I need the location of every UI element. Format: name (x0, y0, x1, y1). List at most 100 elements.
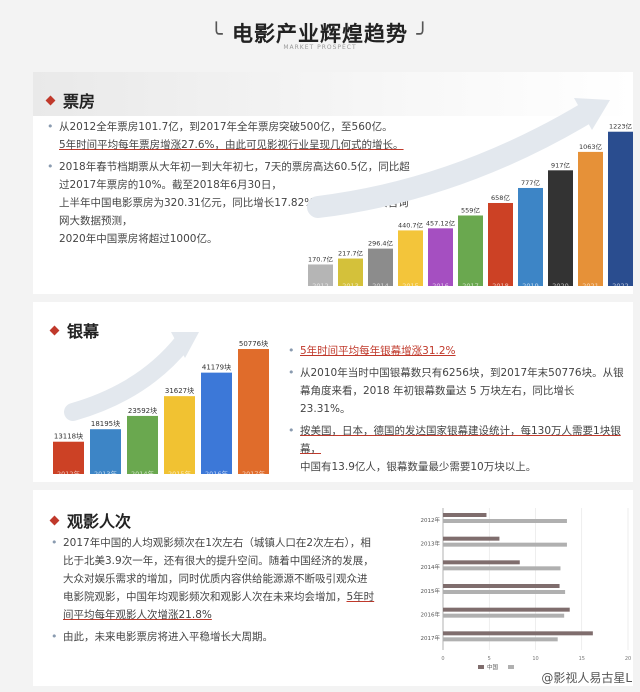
bar (443, 631, 593, 636)
data-label: 170.7亿 (308, 254, 334, 263)
tick-label: 2014 (372, 282, 389, 290)
tick-label: 2016 (432, 282, 449, 290)
bar (608, 131, 633, 286)
tick-label: 2016年 (205, 469, 229, 478)
data-label: 50776块 (239, 339, 268, 348)
bar (308, 264, 333, 286)
tick-label: 20 (625, 656, 631, 662)
viewers-panel: 观影人次 2017年中国的人均观影频次在1次左右（城镇人口在2次左右），相比于北… (33, 490, 633, 686)
bar (443, 584, 560, 588)
data-label: 559亿 (461, 205, 480, 214)
bar (488, 202, 513, 286)
list-item: 按美国，日本，德国的发达国家银幕建设统计，每130万人需要1块银幕，中国有13.… (288, 422, 626, 476)
tick-label: 2015年 (421, 587, 441, 595)
viewers-title: 观影人次 (49, 508, 131, 532)
tick-label: 10 (532, 656, 538, 662)
tick-label: 2012年 (421, 516, 441, 524)
bar (443, 607, 570, 612)
page-title: ╰ 电影产业辉煌趋势 ╯ (210, 22, 430, 46)
bar (368, 248, 393, 286)
bar (164, 396, 195, 474)
box-office-chart: 170.7亿 2012 217.7亿 2013 296.4亿 2014 440.7亿 2015… (307, 98, 633, 290)
data-label: 658亿 (491, 193, 510, 202)
tick-label: 2017 (462, 282, 479, 290)
bar (443, 542, 567, 547)
trend-arrow (307, 101, 599, 218)
bar (518, 187, 543, 286)
bar (338, 258, 363, 286)
list-item: 由此，未来电影票房将进入平稳增长大周期。 (51, 628, 376, 646)
diamond-icon (45, 95, 56, 106)
legend-swatch (478, 665, 484, 669)
page-subtitle: MARKET PROSPECT (283, 44, 357, 51)
bar (443, 590, 566, 594)
list-item: 从2010年当时中国银幕数只有6256块，到2017年末50776块。从银幕角度… (288, 364, 626, 418)
data-label: 13118块 (54, 432, 83, 441)
bar (90, 429, 121, 474)
bar (578, 151, 603, 286)
tick-label: 2012年 (57, 469, 81, 478)
screens-bullets: 5年时间平均每年银幕增涨31.2% 从2010年当时中国银幕数只有6256块，到… (288, 342, 626, 480)
viewers-chart: 0 5 10 15 20 2012年 2013年 2014年 2015年 2016年 2017年中国 (421, 508, 631, 671)
screens-panel: 银幕 13118块 2012年 18195块 2013年 23592块 2014年 3162… (33, 302, 633, 482)
tick-label: 2015 (402, 282, 419, 290)
bar (443, 566, 561, 571)
data-label: 917亿 (551, 160, 570, 169)
list-item: 从2012全年票房101.7亿，到2017年全年票房突破500亿，至560亿。5… (47, 118, 412, 154)
tick-label: 2017年 (421, 634, 441, 642)
tick-label: 2012 (312, 282, 329, 290)
data-label: 296.4亿 (368, 239, 394, 248)
data-label: 457.12亿 (426, 218, 456, 227)
bar (443, 560, 520, 565)
box-office-panel: 票房 从2012全年票房101.7亿，到2017年全年票房突破500亿，至560… (33, 72, 633, 294)
tick-label: 2013年 (421, 540, 441, 548)
list-item: 5年时间平均每年银幕增涨31.2% (288, 342, 626, 360)
data-label: 217.7亿 (338, 249, 364, 258)
tick-label: 2019 (522, 282, 539, 290)
tick-label: 2022 (612, 282, 629, 290)
viewers-bullets: 2017年中国的人均观影频次在1次左右（城镇人口在2次左右），相比于北美3.9次… (51, 534, 376, 650)
bar (443, 613, 565, 618)
tick-label: 2013 (342, 282, 359, 290)
tick-label: 15 (579, 656, 585, 662)
bar (398, 230, 423, 286)
bar (443, 519, 567, 523)
bar (443, 536, 500, 541)
trend-arrow (64, 333, 192, 421)
trend-arrow-head (574, 98, 610, 130)
screens-chart: 13118块 2012年 18195块 2013年 23592块 2014年 31627块 2… (53, 332, 269, 478)
bar (201, 372, 232, 474)
bar (443, 637, 558, 642)
tick-label: 2013年 (94, 469, 118, 478)
tick-label: 2014年 (421, 563, 441, 571)
data-label: 440.7亿 (398, 220, 424, 229)
data-label: 23592块 (128, 406, 157, 415)
bar (127, 415, 158, 474)
tick-label: 0 (441, 656, 444, 662)
list-item: 2018年春节档期票从大年初一到大年初七，7天的票房高达60.5亿，同比超过20… (47, 158, 412, 248)
tick-label: 2015年 (168, 469, 192, 478)
data-label: 41179块 (202, 363, 231, 372)
bar (428, 228, 453, 286)
bar (443, 513, 487, 517)
tick-label: 2020 (552, 282, 569, 290)
data-label: 31627块 (165, 386, 194, 395)
tick-label: 2016年 (421, 611, 441, 619)
list-item: 2017年中国的人均观影频次在1次左右（城镇人口在2次左右），相比于北美3.9次… (51, 534, 376, 624)
data-label: 1223亿 (609, 122, 633, 131)
data-label: 777亿 (521, 178, 540, 187)
bar (548, 170, 573, 286)
tick-label: 2017年 (242, 469, 266, 478)
data-label: 1063亿 (579, 142, 603, 151)
box-office-title: 票房 (45, 88, 95, 112)
tick-label: 2021 (582, 282, 599, 290)
trend-arrow-head (171, 332, 199, 358)
bar (53, 441, 84, 474)
tick-label: 5 (488, 656, 491, 662)
watermark: @影视人易古星L (541, 671, 632, 685)
page-header: ╰ 电影产业辉煌趋势 ╯ MARKET PROSPECT (0, 0, 640, 62)
data-label: 18195块 (91, 419, 120, 428)
diamond-icon (49, 515, 60, 526)
bar (458, 215, 483, 286)
legend-label: 中国 (487, 663, 499, 671)
